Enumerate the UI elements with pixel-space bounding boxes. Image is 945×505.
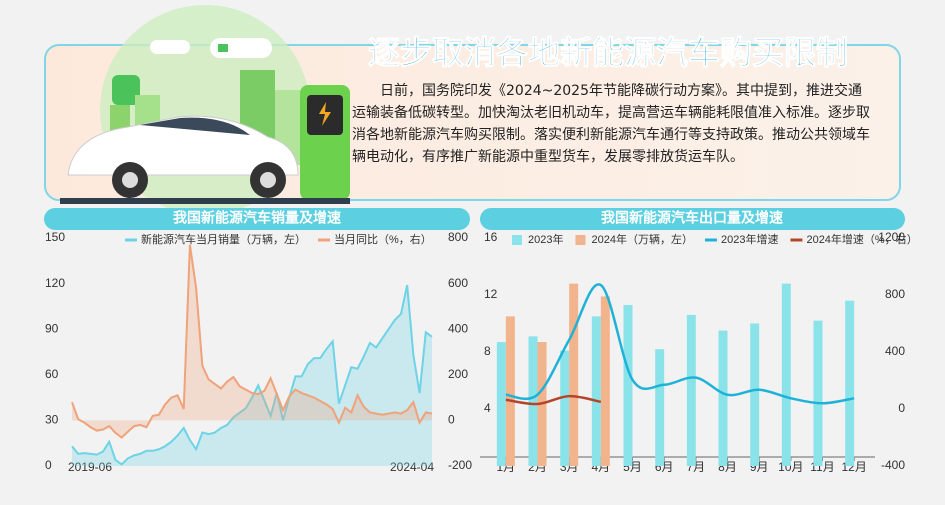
- y2-tick-label: 1200: [878, 230, 905, 244]
- y-tick-label: 0: [45, 458, 52, 472]
- bar: [718, 330, 728, 466]
- y2-tick-label: 0: [898, 401, 905, 415]
- bar: [560, 350, 570, 466]
- line: [505, 394, 602, 406]
- legend-label: 2023年增速: [721, 232, 778, 246]
- bar: [845, 300, 855, 466]
- bar: [655, 349, 665, 466]
- y-tick-label: 8: [484, 344, 491, 358]
- area: [72, 285, 432, 466]
- y-tick-label: 150: [45, 230, 65, 244]
- line: [505, 283, 855, 405]
- legend-label: 2024年（万辆，左）: [591, 232, 692, 246]
- line: [71, 244, 433, 439]
- line: [71, 284, 433, 466]
- y-tick-label: 12: [484, 287, 498, 301]
- legend-label: 新能源汽车当月销量（万辆，左）: [141, 232, 306, 246]
- bar: [505, 316, 515, 466]
- header-text: 日前，国务院印发《2024~2025年节能降碳行动方案》。其中提到，推进交通运输…: [352, 83, 870, 165]
- bar: [528, 336, 538, 466]
- bar: [569, 283, 579, 466]
- bar: [623, 304, 633, 466]
- legend-swatch: [575, 235, 586, 245]
- y2-tick-label: 800: [885, 287, 905, 301]
- y-tick-label: 60: [45, 367, 59, 381]
- y-tick-label: 30: [45, 413, 59, 427]
- x-tick-label: 2024-04: [390, 460, 434, 474]
- bar: [496, 342, 506, 466]
- area: [72, 244, 432, 438]
- header-title: 逐步取消各地新能源汽车购买限制: [368, 34, 848, 70]
- y-tick-label: 4: [484, 401, 491, 415]
- y2-tick-label: 0: [448, 413, 455, 427]
- bar: [813, 320, 823, 466]
- y2-tick-label: 400: [885, 344, 905, 358]
- y2-tick-label: 600: [448, 276, 468, 290]
- bar: [600, 296, 610, 466]
- y-tick-label: 120: [45, 276, 65, 290]
- legend-label: 当月同比（%，右）: [334, 232, 432, 246]
- chart-title-bar: [44, 208, 470, 230]
- y-tick-label: 16: [484, 230, 498, 244]
- chart-title: 我国新能源汽车销量及增速: [173, 210, 341, 226]
- y-tick-label: 90: [45, 321, 59, 335]
- legend-label: 2024年增速（%，右）: [806, 232, 917, 246]
- y2-tick-label: 400: [448, 321, 468, 335]
- x-tick-label: 2019-06: [68, 460, 112, 474]
- bar: [781, 283, 791, 466]
- bar: [686, 314, 696, 466]
- legend-swatch: [512, 235, 522, 245]
- bar: [591, 316, 601, 466]
- y2-tick-label: -400: [881, 458, 905, 472]
- y2-tick-label: 800: [448, 230, 468, 244]
- y2-tick-label: -200: [448, 458, 472, 472]
- legend-label: 2023年: [528, 232, 563, 246]
- bar: [750, 323, 760, 466]
- chart-title: 我国新能源汽车出口量及增速: [601, 210, 783, 226]
- car-illustration: [60, 5, 350, 215]
- chart-title-bar: [480, 208, 905, 230]
- y2-tick-label: 200: [448, 367, 468, 381]
